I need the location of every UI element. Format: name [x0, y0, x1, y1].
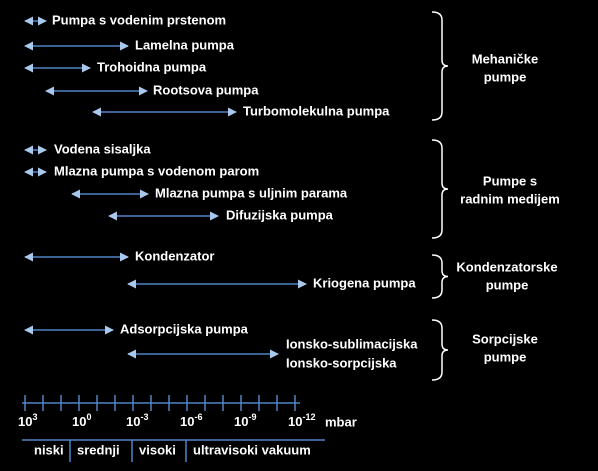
tick-label: 10-12	[288, 412, 315, 429]
tick-exp: 0	[86, 412, 91, 422]
tick-label: 10-9	[234, 412, 256, 429]
region-label: ultravisoki vakuum	[193, 442, 311, 457]
group-label: pumpe	[484, 349, 527, 364]
tick-base: 10	[126, 414, 140, 429]
pump-label: Trohoidna pumpa	[97, 59, 207, 74]
group-label: pumpe	[484, 69, 527, 84]
pump-label: Kondenzator	[135, 248, 214, 263]
region-label: niski	[34, 442, 64, 457]
tick-label: 10-3	[126, 412, 148, 429]
tick-base: 10	[180, 414, 194, 429]
pump-label: Mlazna pumpa s vodenom parom	[54, 163, 259, 178]
tick-label: 103	[18, 412, 37, 429]
region-label: srednji	[77, 442, 120, 457]
region-label: visoki	[139, 442, 176, 457]
pump-label: Rootsova pumpa	[153, 82, 259, 97]
group-label: Sorpcijske	[472, 331, 538, 346]
brace	[431, 319, 449, 381]
pump-label: Lamelna pumpa	[135, 37, 235, 52]
brace	[431, 11, 449, 121]
tick-exp: -3	[140, 412, 148, 422]
pump-label: Difuzijska pumpa	[226, 207, 334, 222]
tick-label: 100	[72, 412, 91, 429]
brace	[431, 254, 449, 299]
pump-label: Pumpa s vodenim prstenom	[52, 12, 226, 27]
unit-label: mbar	[325, 414, 357, 429]
pump-label: Mlazna pumpa s uljnim parama	[155, 185, 348, 200]
tick-base: 10	[18, 414, 32, 429]
tick-exp: -9	[248, 412, 256, 422]
brace	[431, 139, 449, 239]
pump-label: Ionsko-sublimacijska	[286, 336, 418, 351]
tick-exp: -12	[302, 412, 315, 422]
tick-base: 10	[72, 414, 86, 429]
group-label: radnim medijem	[460, 191, 560, 206]
pump-label: Adsorpcijska pumpa	[120, 321, 249, 336]
tick-label: 10-6	[180, 412, 202, 429]
group-label: pumpe	[486, 277, 529, 292]
pump-label: Ionsko-sorpcijska	[286, 355, 397, 370]
pump-label: Vodena sisaljka	[54, 141, 151, 156]
tick-exp: -6	[194, 412, 202, 422]
group-label: Pumpe s	[483, 173, 537, 188]
pump-label: Kriogena pumpa	[313, 275, 416, 290]
tick-exp: 3	[32, 412, 37, 422]
group-label: Mehaničke	[472, 51, 538, 66]
group-label: Kondenzatorske	[456, 259, 557, 274]
tick-base: 10	[288, 414, 302, 429]
tick-base: 10	[234, 414, 248, 429]
pump-label: Turbomolekulna pumpa	[243, 103, 390, 118]
